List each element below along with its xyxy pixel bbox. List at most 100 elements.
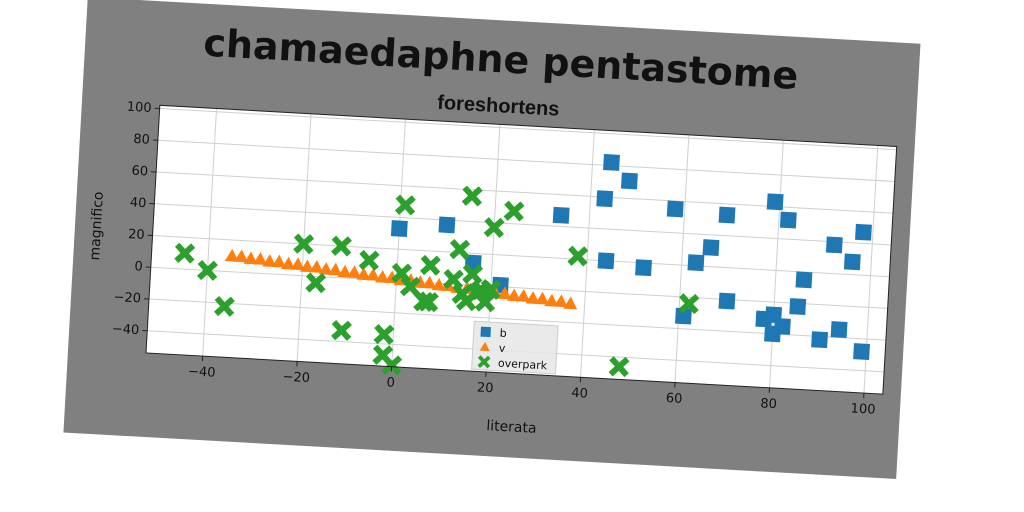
data-point-overpark xyxy=(174,242,196,264)
data-point-v xyxy=(422,275,437,289)
rotated-chart-group: chamaedaphne pentastome foreshortens −40… xyxy=(63,0,921,480)
data-point-v xyxy=(271,254,286,268)
legend-label-b: b xyxy=(499,327,507,340)
data-point-overpark xyxy=(394,194,416,216)
data-point-overpark xyxy=(461,185,483,207)
data-point-overpark xyxy=(331,320,352,341)
x-tick-label: 20 xyxy=(476,380,493,396)
data-point-v xyxy=(328,262,343,276)
data-point-overpark xyxy=(483,217,505,238)
data-point-v xyxy=(553,294,568,308)
y-grid-line xyxy=(157,139,895,182)
x-axis-label: literata xyxy=(486,418,537,437)
y-tick-label: 60 xyxy=(131,164,148,180)
data-point-v xyxy=(337,264,352,278)
data-point-overpark xyxy=(413,291,435,313)
legend-marker-overpark xyxy=(477,355,491,369)
data-point-overpark xyxy=(305,272,327,294)
data-point-b xyxy=(635,259,652,277)
data-point-overpark xyxy=(503,200,525,222)
data-point-overpark xyxy=(331,235,352,257)
data-point-overpark xyxy=(449,239,471,260)
y-grid-line xyxy=(152,234,890,278)
x-grid-line xyxy=(391,119,406,367)
y-axis-ticks: −40 −20 0 20 40 60 80 100 xyxy=(111,100,160,339)
y-tick-label: −20 xyxy=(113,290,141,307)
data-point-overpark xyxy=(474,291,496,313)
y-grid-line xyxy=(148,298,886,341)
data-point-v xyxy=(234,249,249,263)
data-point-b xyxy=(773,317,791,335)
data-point-b xyxy=(552,206,570,224)
data-point-b xyxy=(718,292,736,310)
data-point-b xyxy=(853,343,870,360)
data-point-b xyxy=(597,252,615,270)
x-grid-line xyxy=(580,129,595,378)
data-point-v xyxy=(544,293,559,307)
data-point-v xyxy=(309,259,324,273)
data-point-b xyxy=(779,211,797,229)
data-point-overpark xyxy=(567,245,589,267)
data-point-b xyxy=(825,236,843,254)
data-point-overpark xyxy=(480,278,502,300)
x-tick-label: 80 xyxy=(760,396,777,412)
grid-lines xyxy=(147,108,897,394)
data-point-b xyxy=(830,321,848,339)
x-tick-label: −20 xyxy=(282,370,310,387)
data-point-b xyxy=(718,206,736,224)
data-point-overpark xyxy=(399,276,421,297)
data-point-v xyxy=(525,291,540,305)
x-grid-line xyxy=(202,108,218,357)
data-point-v xyxy=(534,291,549,305)
data-point-b xyxy=(766,193,784,211)
data-point-overpark xyxy=(442,268,464,290)
plot-frame xyxy=(145,104,898,395)
y-tick-label: 80 xyxy=(133,132,150,148)
legend-label-v: v xyxy=(498,342,506,355)
data-point-b xyxy=(795,271,813,289)
data-point-overpark xyxy=(358,249,380,271)
legend-label-overpark: overpark xyxy=(498,357,548,373)
data-point-b xyxy=(390,220,408,238)
data-point-v xyxy=(262,254,277,268)
data-point-b xyxy=(666,200,684,218)
data-point-b xyxy=(603,153,620,171)
data-point-v xyxy=(563,296,578,310)
y-grid-line xyxy=(150,266,888,309)
x-grid-line xyxy=(674,134,690,383)
data-point-b xyxy=(675,307,692,325)
data-point-v xyxy=(290,257,305,271)
y-grid-line xyxy=(159,108,897,151)
data-point-overpark xyxy=(381,354,403,376)
data-point-overpark xyxy=(462,263,484,285)
x-grid-line xyxy=(768,140,784,388)
data-point-b xyxy=(620,172,638,190)
y-tick-label: 20 xyxy=(128,227,145,243)
y-axis-label: magnifico xyxy=(87,191,107,261)
x-tick-label: 40 xyxy=(571,386,588,402)
y-tick-label: −40 xyxy=(111,322,139,339)
x-grid-line xyxy=(296,113,312,362)
legend-box xyxy=(471,320,559,375)
x-tick-label: 60 xyxy=(665,391,682,407)
y-tick-label: 100 xyxy=(126,100,152,116)
data-point-overpark xyxy=(608,356,630,378)
series-b xyxy=(390,153,872,360)
data-point-v xyxy=(365,267,380,281)
data-point-overpark xyxy=(678,293,700,315)
data-point-v xyxy=(516,289,531,303)
data-point-v xyxy=(497,286,512,300)
data-point-overpark xyxy=(420,254,441,276)
data-point-b xyxy=(855,223,872,241)
x-tick-label: 0 xyxy=(386,375,395,390)
data-point-v xyxy=(318,262,333,276)
data-point-b xyxy=(596,190,614,208)
data-point-overpark xyxy=(213,295,235,317)
data-point-v xyxy=(252,252,267,266)
x-tick-label: 100 xyxy=(850,401,876,417)
legend-marker-v xyxy=(479,341,490,352)
data-point-v xyxy=(299,259,314,273)
data-point-v xyxy=(375,270,390,283)
data-point-v xyxy=(356,267,371,281)
